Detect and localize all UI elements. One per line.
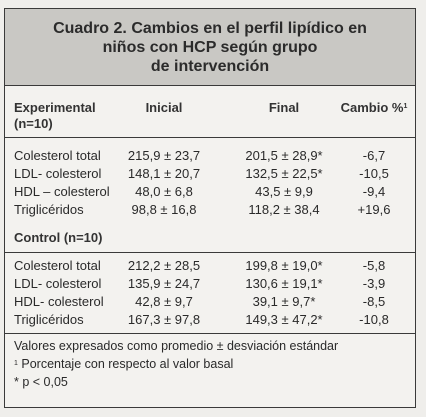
footnote-significance: * p < 0,05 bbox=[14, 375, 68, 389]
header-group-n: (n=10) bbox=[14, 116, 53, 131]
header-change-label: Cambio % bbox=[340, 100, 404, 115]
row-initial: 148,1 ± 20,7 bbox=[127, 166, 201, 181]
row-final: 130,6 ± 19,1* bbox=[245, 276, 323, 291]
table-title-line-3: de intervención bbox=[150, 58, 270, 75]
row-initial: 167,3 ± 97,8 bbox=[127, 312, 201, 327]
row-final: 118,2 ± 38,4 bbox=[248, 202, 320, 217]
footnote-values: Valores expresados como promedio ± desvi… bbox=[14, 339, 339, 353]
row-label: HDL – colesterol bbox=[14, 184, 110, 199]
row-change: -9,4 bbox=[362, 184, 386, 199]
row-label: HDL- colesterol bbox=[14, 294, 104, 309]
header-group-label: Experimental bbox=[14, 100, 96, 115]
row-final: 199,8 ± 19,0* bbox=[245, 258, 323, 273]
table-title-line-2: niños con HCP según grupo bbox=[102, 39, 318, 56]
row-initial: 135,9 ± 24,7 bbox=[127, 276, 201, 291]
row-final: 39,1 ± 9,7* bbox=[252, 294, 316, 309]
row-change: -5,8 bbox=[362, 258, 386, 273]
row-initial: 48,0 ± 6,8 bbox=[135, 184, 193, 199]
row-label: Colesterol total bbox=[14, 148, 101, 163]
row-label: Colesterol total bbox=[14, 258, 101, 273]
footnote-percent-text: Porcentaje con respecto al valor basal bbox=[21, 357, 234, 371]
control-group-label: Control (n=10) bbox=[14, 230, 103, 245]
table-frame: Cuadro 2. Cambios en el perfil lipídico … bbox=[4, 8, 416, 408]
row-change: +19,6 bbox=[357, 202, 391, 217]
row-change: -8,5 bbox=[362, 294, 386, 309]
footnote-percent: 1 Porcentaje con respecto al valor basal bbox=[14, 357, 233, 372]
row-initial: 42,8 ± 9,7 bbox=[135, 294, 193, 309]
row-change: -3,9 bbox=[362, 276, 386, 291]
notes-divider bbox=[5, 333, 415, 334]
header-change-footnote-mark: 1 bbox=[403, 103, 408, 110]
row-initial: 212,2 ± 28,5 bbox=[127, 258, 201, 273]
row-final: 201,5 ± 28,9* bbox=[245, 148, 323, 163]
row-label: Triglicéridos bbox=[14, 312, 84, 327]
row-label: LDL- colesterol bbox=[14, 166, 102, 181]
row-final: 149,3 ± 47,2* bbox=[245, 312, 323, 327]
row-label: Triglicéridos bbox=[14, 202, 84, 217]
control-divider bbox=[5, 252, 415, 253]
row-initial: 215,9 ± 23,7 bbox=[127, 148, 201, 163]
row-change: -10,5 bbox=[359, 166, 389, 181]
row-initial: 98,8 ± 16,8 bbox=[131, 202, 197, 217]
table-title-box: Cuadro 2. Cambios en el perfil lipídico … bbox=[5, 9, 415, 86]
header-initial: Inicial bbox=[145, 100, 183, 115]
header-change: Cambio %1 bbox=[333, 100, 415, 116]
row-final: 132,5 ± 22,5* bbox=[245, 166, 323, 181]
table-title-line-1: Cuadro 2. Cambios en el perfil lipídico … bbox=[53, 20, 367, 37]
row-label: LDL- colesterol bbox=[14, 276, 102, 291]
row-change: -10,8 bbox=[359, 312, 389, 327]
row-final: 43,5 ± 9,9 bbox=[255, 184, 313, 199]
footnote-percent-mark: 1 bbox=[14, 360, 18, 367]
row-change: -6,7 bbox=[362, 148, 386, 163]
header-final: Final bbox=[268, 100, 300, 115]
header-divider bbox=[5, 137, 415, 138]
